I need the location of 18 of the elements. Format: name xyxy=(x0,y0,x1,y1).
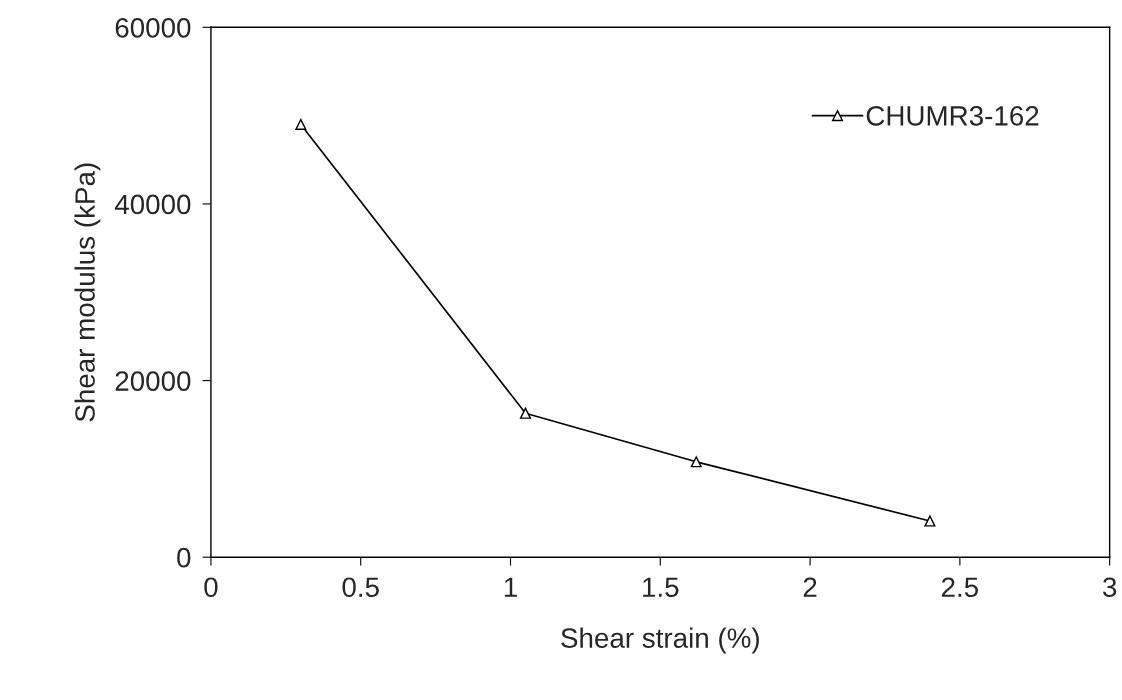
x-tick-label: 0.5 xyxy=(342,577,379,598)
point xyxy=(519,407,532,419)
x-tick-label: 3 xyxy=(1102,577,1117,598)
x-axis-title: Shear strain (%) xyxy=(561,627,759,654)
legend-label: CHUMR3-162 xyxy=(866,106,1039,126)
x-tick-label: 1.5 xyxy=(643,577,679,598)
y-axis-title: Shear modulus (kPa) xyxy=(74,163,101,422)
y-tick-label: 0 xyxy=(177,547,191,568)
x-tick-label: 1 xyxy=(504,577,517,597)
point xyxy=(295,118,307,131)
x-tick-label: 2 xyxy=(803,577,817,597)
x-tick-label: 2.5 xyxy=(941,577,979,598)
x-tick-label: 0 xyxy=(204,577,218,598)
y-tick-label: 20000 xyxy=(115,371,191,391)
y-tick-label: 60000 xyxy=(115,17,191,38)
y-tick-label: 40000 xyxy=(114,194,191,215)
point xyxy=(690,456,702,468)
point xyxy=(924,515,936,527)
